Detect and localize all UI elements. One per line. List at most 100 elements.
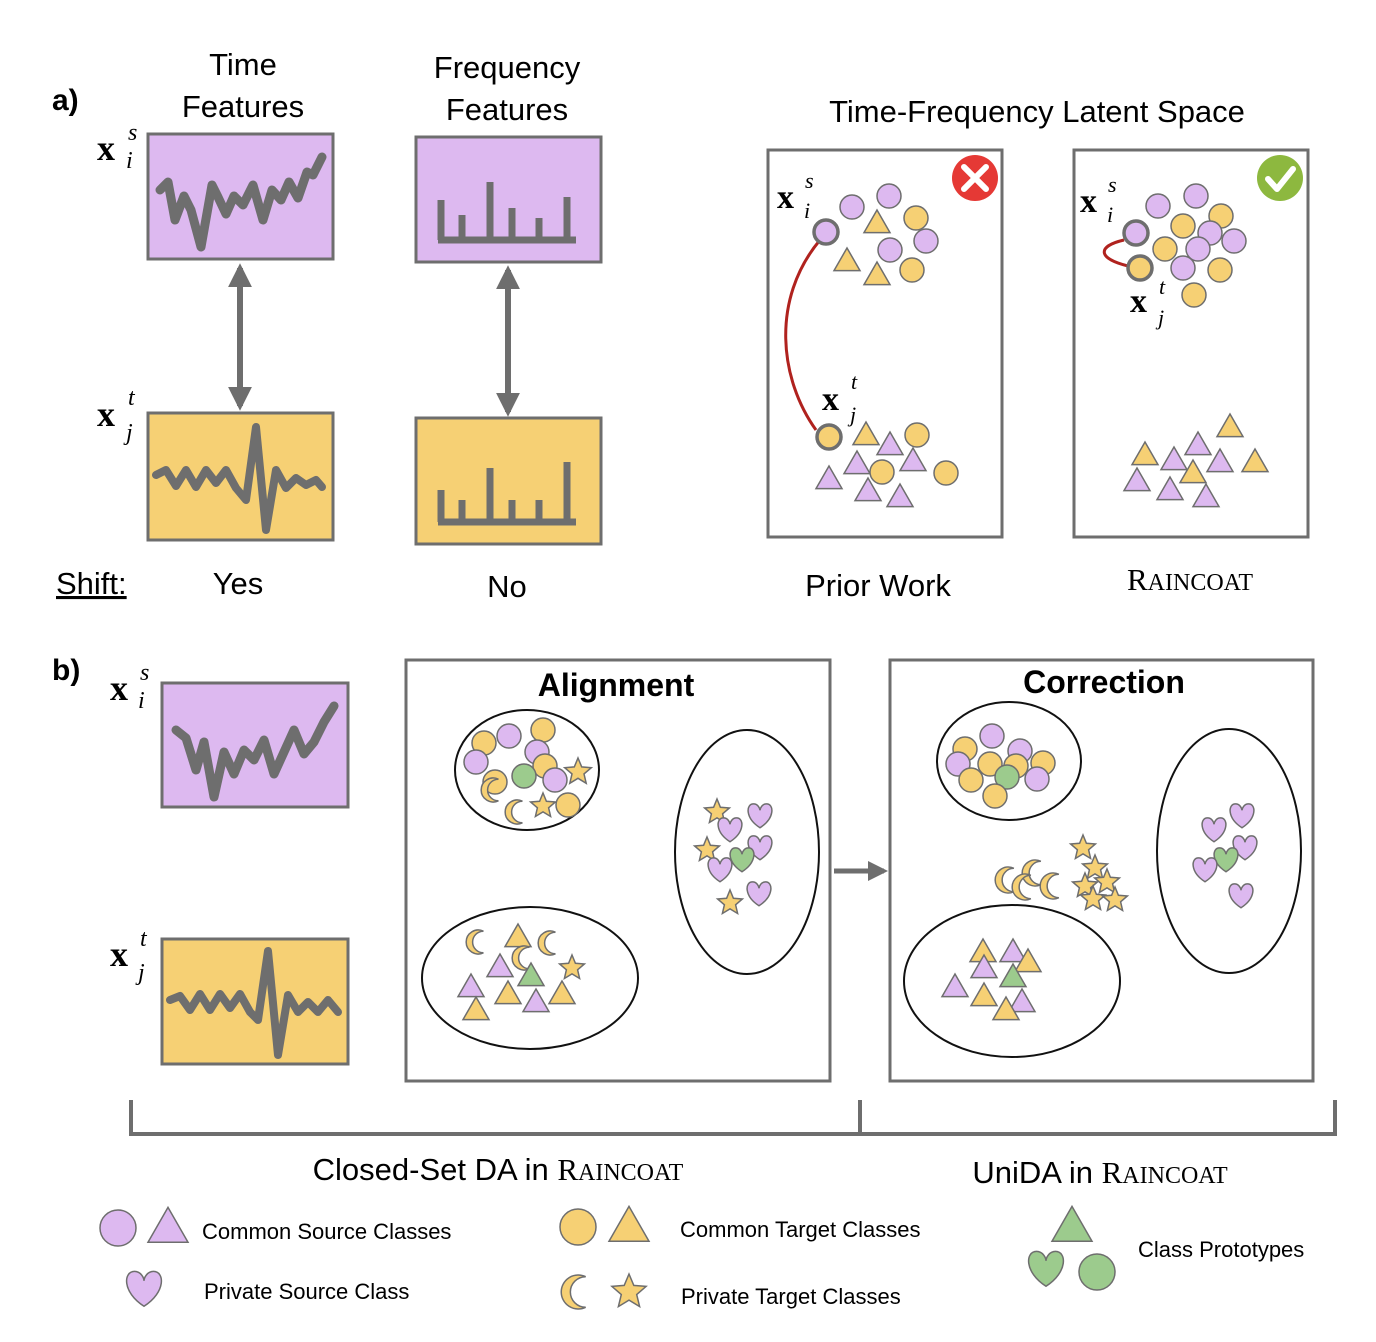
heart-point bbox=[1192, 857, 1218, 883]
time-header-line2: Features bbox=[182, 89, 304, 124]
circle-point bbox=[933, 460, 959, 486]
raincoat-link bbox=[1102, 238, 1129, 268]
circle-point bbox=[1207, 257, 1233, 283]
legend-prototype-heart-icon bbox=[1028, 1250, 1064, 1288]
circle-point bbox=[839, 194, 865, 220]
circle-point bbox=[1181, 282, 1207, 308]
raincoat-points bbox=[1122, 183, 1270, 508]
svg-text:s: s bbox=[1108, 172, 1117, 197]
check-mark-icon bbox=[1257, 155, 1303, 201]
target-symbol-prior: x t j bbox=[822, 369, 858, 427]
star-point bbox=[1100, 885, 1130, 913]
svg-text:s: s bbox=[128, 120, 137, 146]
moon-point bbox=[1021, 859, 1042, 887]
svg-text:x: x bbox=[110, 934, 128, 974]
star-point bbox=[1080, 853, 1110, 881]
circle-point bbox=[982, 783, 1008, 809]
target-freq-spectrum bbox=[437, 462, 576, 526]
triangle-point bbox=[885, 482, 915, 508]
legend-common-source: Common Source Classes bbox=[202, 1219, 451, 1244]
target-sample-point bbox=[1126, 254, 1154, 282]
unida-caption: UniDA in RAINCOAT bbox=[972, 1155, 1228, 1190]
triangle-point bbox=[1215, 412, 1245, 438]
target-symbol-raincoat: x t j bbox=[1130, 274, 1166, 330]
legend-source-circle-icon bbox=[99, 1209, 137, 1247]
circle-point bbox=[979, 723, 1005, 749]
svg-text:x: x bbox=[110, 668, 128, 708]
target-time-box bbox=[146, 411, 335, 542]
triangle-point bbox=[1007, 987, 1037, 1013]
triangle-point bbox=[485, 952, 515, 978]
circle-point bbox=[1170, 213, 1196, 239]
alignment-title: Alignment bbox=[538, 667, 695, 703]
moon-point bbox=[1011, 873, 1032, 901]
moon-point bbox=[465, 929, 484, 955]
moon-point bbox=[537, 930, 556, 956]
star-point bbox=[1068, 833, 1098, 861]
source-sample-point bbox=[812, 218, 840, 246]
source-sample-point bbox=[1122, 219, 1150, 247]
circle-point bbox=[977, 751, 1003, 777]
circle-point bbox=[1170, 255, 1196, 281]
circle-point bbox=[555, 792, 581, 818]
freq-header-line1: Frequency bbox=[434, 50, 581, 85]
circle-point bbox=[1221, 228, 1247, 254]
alignment-points bbox=[456, 717, 773, 1021]
circle-point bbox=[913, 228, 939, 254]
prior-work-points bbox=[812, 183, 959, 508]
triangle-point bbox=[493, 979, 523, 1005]
star-point bbox=[1078, 884, 1108, 912]
triangle-point bbox=[1205, 447, 1235, 473]
svg-text:i: i bbox=[804, 198, 810, 223]
circle-point bbox=[1183, 183, 1209, 209]
heart-point bbox=[1213, 847, 1239, 873]
triangle-point bbox=[1183, 430, 1213, 456]
triangle-point bbox=[862, 208, 892, 234]
circle-point bbox=[496, 723, 522, 749]
correction-title: Correction bbox=[1023, 664, 1185, 700]
x-mark-icon bbox=[952, 155, 998, 201]
heart-point bbox=[1229, 803, 1255, 829]
svg-text:i: i bbox=[126, 148, 133, 174]
triangle-point bbox=[1240, 447, 1270, 473]
target-time-signal-b bbox=[166, 947, 342, 1059]
triangle-point bbox=[547, 979, 577, 1005]
triangle-point bbox=[456, 972, 486, 998]
triangle-point bbox=[862, 260, 892, 286]
shift-label: Shift: bbox=[56, 566, 127, 601]
heart-point bbox=[717, 817, 743, 843]
circle-point bbox=[542, 767, 568, 793]
triangle-point bbox=[814, 464, 844, 490]
source-time-signal-b bbox=[171, 701, 339, 802]
star-point bbox=[715, 888, 745, 916]
circle-point bbox=[511, 763, 537, 789]
moon-point bbox=[504, 799, 523, 825]
triangle-point bbox=[875, 430, 905, 456]
triangle-point bbox=[842, 449, 872, 475]
triangle-point bbox=[898, 446, 928, 472]
circle-point bbox=[530, 717, 556, 743]
svg-text:x: x bbox=[822, 381, 839, 418]
circle-point bbox=[482, 769, 508, 795]
scope-bracket bbox=[129, 1100, 1337, 1136]
heart-point bbox=[1228, 883, 1254, 909]
legend-target-circle-icon bbox=[559, 1208, 597, 1246]
source-time-signal bbox=[155, 152, 327, 252]
heart-point bbox=[707, 857, 733, 883]
freq-header-line2: Features bbox=[446, 92, 568, 127]
circle-point bbox=[994, 764, 1020, 790]
triangle-point bbox=[516, 961, 546, 987]
legend-prototypes: Class Prototypes bbox=[1138, 1237, 1304, 1262]
star-point bbox=[702, 797, 732, 825]
heart-point bbox=[746, 881, 772, 907]
prior-work-link bbox=[784, 239, 822, 431]
triangle-point bbox=[969, 981, 999, 1007]
svg-text:t: t bbox=[1159, 274, 1166, 299]
triangle-point bbox=[503, 922, 533, 948]
closed-set-caption: Closed-Set DA in RAINCOAT bbox=[313, 1152, 684, 1187]
triangle-point bbox=[853, 476, 883, 502]
triangle-point bbox=[1178, 458, 1208, 484]
moon-point bbox=[1039, 872, 1060, 900]
correction-points bbox=[940, 723, 1258, 1021]
